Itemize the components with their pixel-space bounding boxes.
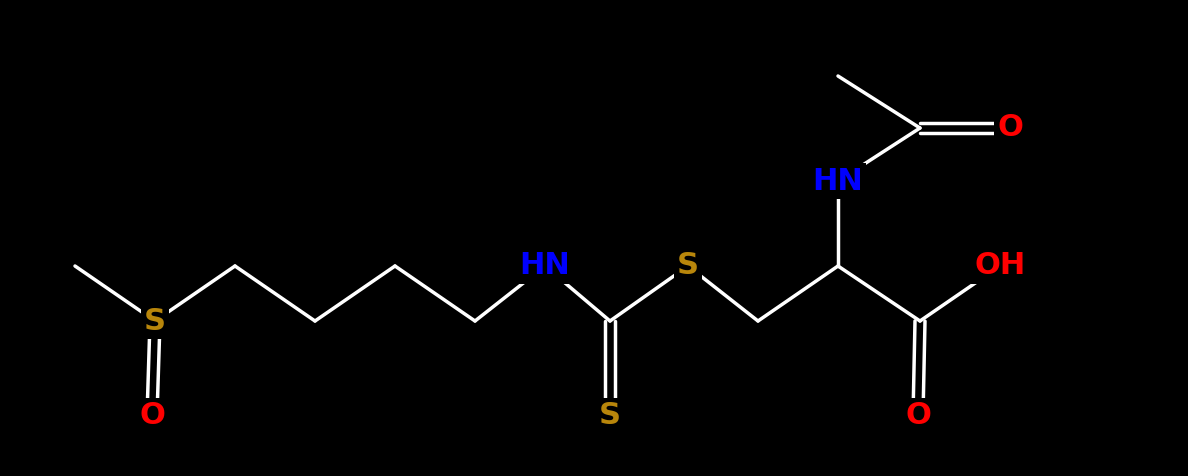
Text: HN: HN (813, 167, 864, 196)
Text: S: S (599, 401, 621, 430)
Text: O: O (997, 113, 1023, 142)
Text: O: O (139, 401, 165, 430)
Text: OH: OH (974, 251, 1025, 280)
Text: HN: HN (519, 251, 570, 280)
Text: S: S (677, 251, 699, 280)
Text: O: O (905, 401, 931, 430)
Text: S: S (144, 307, 166, 336)
